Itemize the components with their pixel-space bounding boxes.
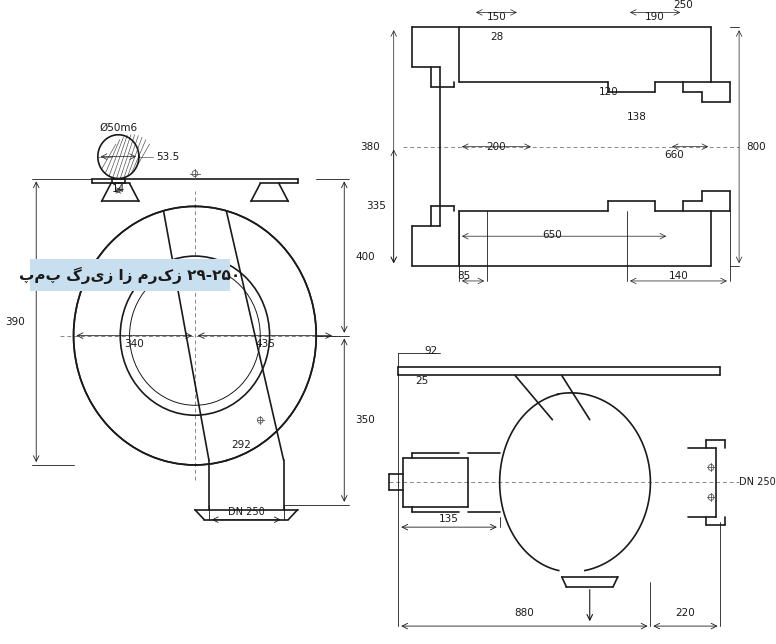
Text: 435: 435 (255, 339, 275, 348)
Text: 190: 190 (645, 12, 665, 23)
Text: DN 250: DN 250 (228, 507, 265, 516)
Text: 800: 800 (747, 142, 766, 152)
Text: 250: 250 (674, 1, 693, 10)
FancyBboxPatch shape (29, 259, 230, 291)
Text: 140: 140 (669, 271, 688, 281)
Text: DN 250: DN 250 (739, 477, 776, 488)
Text: 120: 120 (598, 87, 618, 97)
Text: 135: 135 (439, 514, 459, 524)
Text: 85: 85 (457, 271, 470, 281)
Text: 650: 650 (542, 230, 563, 240)
Text: 880: 880 (514, 608, 535, 618)
Text: 220: 220 (676, 608, 695, 618)
Text: 200: 200 (487, 142, 506, 151)
Text: 350: 350 (355, 415, 376, 425)
Text: 28: 28 (490, 32, 503, 43)
Text: 660: 660 (664, 149, 684, 160)
Text: پمپ گریز از مرکز ۲۹-۲۵۰: پمپ گریز از مرکز ۲۹-۲۵۰ (19, 267, 241, 283)
Text: 150: 150 (487, 12, 506, 23)
Text: 380: 380 (360, 142, 379, 152)
Text: 14: 14 (112, 184, 125, 194)
Text: 138: 138 (626, 112, 646, 122)
Text: 340: 340 (124, 339, 144, 348)
Text: 25: 25 (415, 377, 428, 386)
Text: 390: 390 (5, 317, 25, 327)
Text: 335: 335 (366, 202, 386, 211)
Text: 92: 92 (424, 346, 438, 355)
Text: 292: 292 (232, 440, 251, 450)
Text: 53.5: 53.5 (156, 151, 179, 162)
Text: Ø50m6: Ø50m6 (99, 123, 137, 133)
Text: 400: 400 (355, 252, 375, 262)
